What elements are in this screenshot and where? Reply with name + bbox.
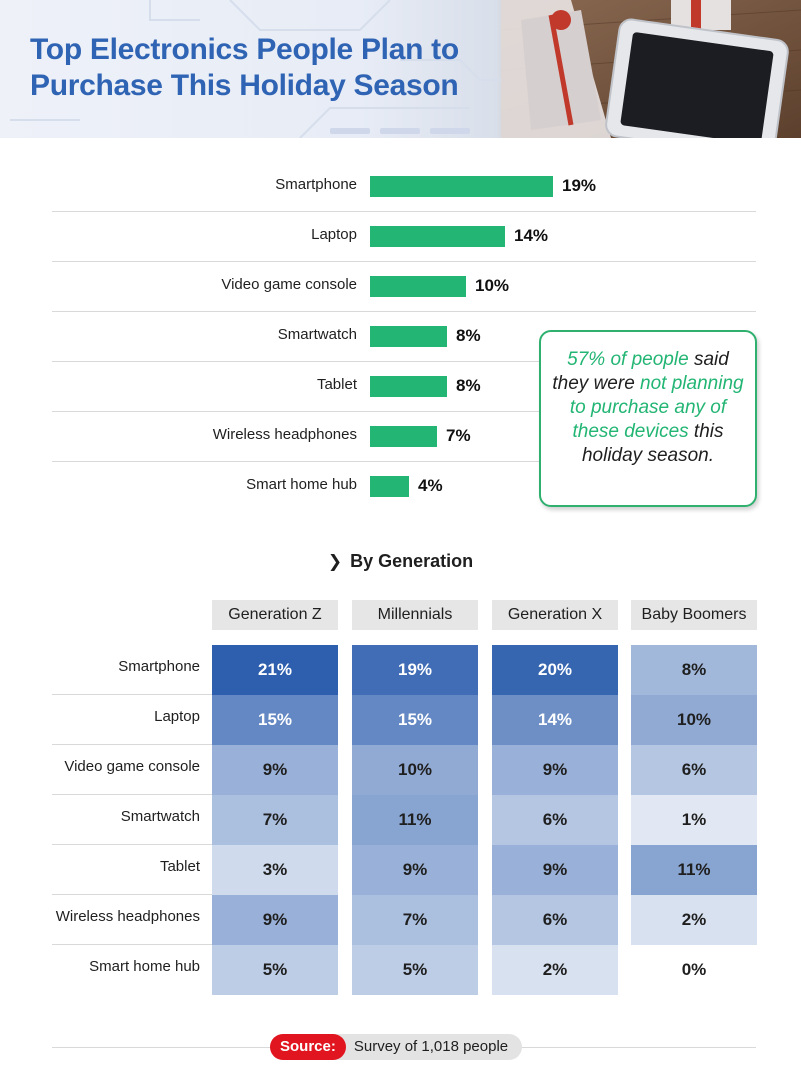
bar-value-label: 8% (456, 376, 481, 395)
row-label: Laptop (154, 708, 200, 725)
callout-text-1: said they were (552, 349, 729, 394)
bar-row: Laptop 14% (52, 212, 756, 262)
bar-row: Smartwatch 8% (52, 312, 756, 362)
bar-value-label: 19% (562, 176, 597, 195)
heatmap-cell: 14% (492, 695, 618, 745)
heatmap-cell: 6% (631, 745, 757, 795)
row-divider (52, 261, 756, 262)
bar-value-label: 14% (514, 226, 549, 245)
heatmap-cell: 6% (492, 795, 618, 845)
bar-row: Smartphone 19% (52, 162, 756, 212)
row-divider (52, 361, 756, 362)
row-divider (52, 744, 212, 745)
row-divider (52, 694, 212, 695)
column-header: Generation X (492, 600, 618, 630)
heatmap-cell: 7% (352, 895, 478, 945)
bar-value-label: 10% (475, 276, 510, 295)
bar (370, 326, 447, 347)
heatmap-cell: 2% (631, 895, 757, 945)
callout-highlight-percent: 57% of people (567, 349, 689, 370)
row-divider (52, 794, 212, 795)
holiday-tablet-photo (501, 0, 801, 138)
bar-row: Tablet 8% (52, 362, 756, 412)
heatmap-cell: 10% (631, 695, 757, 745)
bar (370, 376, 447, 397)
heatmap-cell: 19% (352, 645, 478, 695)
bar (370, 226, 505, 247)
bar (370, 476, 409, 497)
row-label: Video game console (64, 758, 200, 775)
source-badge: Source: Survey of 1,018 people (270, 1034, 523, 1060)
overall-bar-chart: Smartphone 19% Laptop 14% Video game console… (52, 162, 756, 512)
heatmap-cell: 8% (631, 645, 757, 695)
row-divider (52, 894, 212, 895)
heatmap-cell: 9% (212, 895, 338, 945)
row-divider (52, 461, 756, 462)
bar-category-label: Tablet (316, 376, 357, 393)
chevron-right-icon: ❯ (327, 552, 343, 571)
bar-value-label: 8% (456, 326, 481, 345)
row-divider (52, 944, 212, 945)
generation-heading: ❯ By Generation (0, 551, 801, 572)
heatmap-cell: 20% (492, 645, 618, 695)
bar (370, 426, 437, 447)
heatmap-cell: 6% (492, 895, 618, 945)
page-title: Top Electronics People Plan to Purchase … (30, 33, 459, 102)
bar (370, 176, 553, 197)
callout-text-2: this holiday season. (581, 421, 724, 466)
row-divider (52, 211, 756, 212)
generation-heading-label: By Generation (350, 551, 474, 571)
heatmap-cell: 0% (631, 945, 757, 995)
column-header: Millennials (352, 600, 478, 630)
bar (370, 276, 466, 297)
bar-category-label: Smartphone (275, 176, 357, 193)
row-label: Wireless headphones (55, 908, 200, 925)
bar-category-label: Smart home hub (246, 476, 357, 493)
row-divider (52, 844, 212, 845)
heatmap-cell: 7% (212, 795, 338, 845)
row-divider (52, 411, 756, 412)
circuit-lines-decoration (10, 0, 520, 138)
generation-heatmap: Generation Z Millennials Generation X Baby … (0, 600, 801, 1000)
column-header: Generation Z (212, 600, 338, 630)
bar-category-label: Video game console (221, 276, 357, 293)
bar-category-label: Laptop (311, 226, 357, 243)
row-divider (52, 311, 756, 312)
bar-category-label: Smartwatch (277, 326, 357, 343)
heatmap-cell: 9% (492, 845, 618, 895)
heatmap-cell: 15% (352, 695, 478, 745)
bar-row: Wireless headphones 7% (52, 412, 756, 462)
heatmap-cell: 15% (212, 695, 338, 745)
heatmap-cell: 10% (352, 745, 478, 795)
source-text: Survey of 1,018 people (331, 1034, 523, 1060)
bar-value-label: 7% (446, 426, 471, 445)
column-header: Baby Boomers (631, 600, 757, 630)
source-label: Source: (270, 1034, 346, 1060)
heatmap-cell: 21% (212, 645, 338, 695)
bar-value-label: 4% (418, 476, 443, 495)
heatmap-cell: 3% (212, 845, 338, 895)
bar-category-label: Wireless headphones (212, 426, 357, 443)
callout-highlight-not-planning: not planning to purchase any of these de… (569, 373, 744, 442)
heatmap-cell: 5% (212, 945, 338, 995)
bar-row: Smart home hub 4% (52, 462, 756, 512)
heatmap-cell: 9% (492, 745, 618, 795)
heatmap-cell: 5% (352, 945, 478, 995)
header-banner: Top Electronics People Plan to Purchase … (0, 0, 801, 138)
bar-row: Video game console 10% (52, 262, 756, 312)
heatmap-cell: 9% (212, 745, 338, 795)
heatmap-cell: 2% (492, 945, 618, 995)
row-label: Smart home hub (89, 958, 200, 975)
heatmap-cell: 1% (631, 795, 757, 845)
row-label: Smartphone (118, 658, 200, 675)
heatmap-cell: 9% (352, 845, 478, 895)
row-label: Smartwatch (120, 808, 200, 825)
heatmap-cell: 11% (631, 845, 757, 895)
heatmap-cell: 11% (352, 795, 478, 845)
row-label: Tablet (159, 858, 200, 875)
callout-box: 57% of people said they were not plannin… (539, 330, 757, 507)
